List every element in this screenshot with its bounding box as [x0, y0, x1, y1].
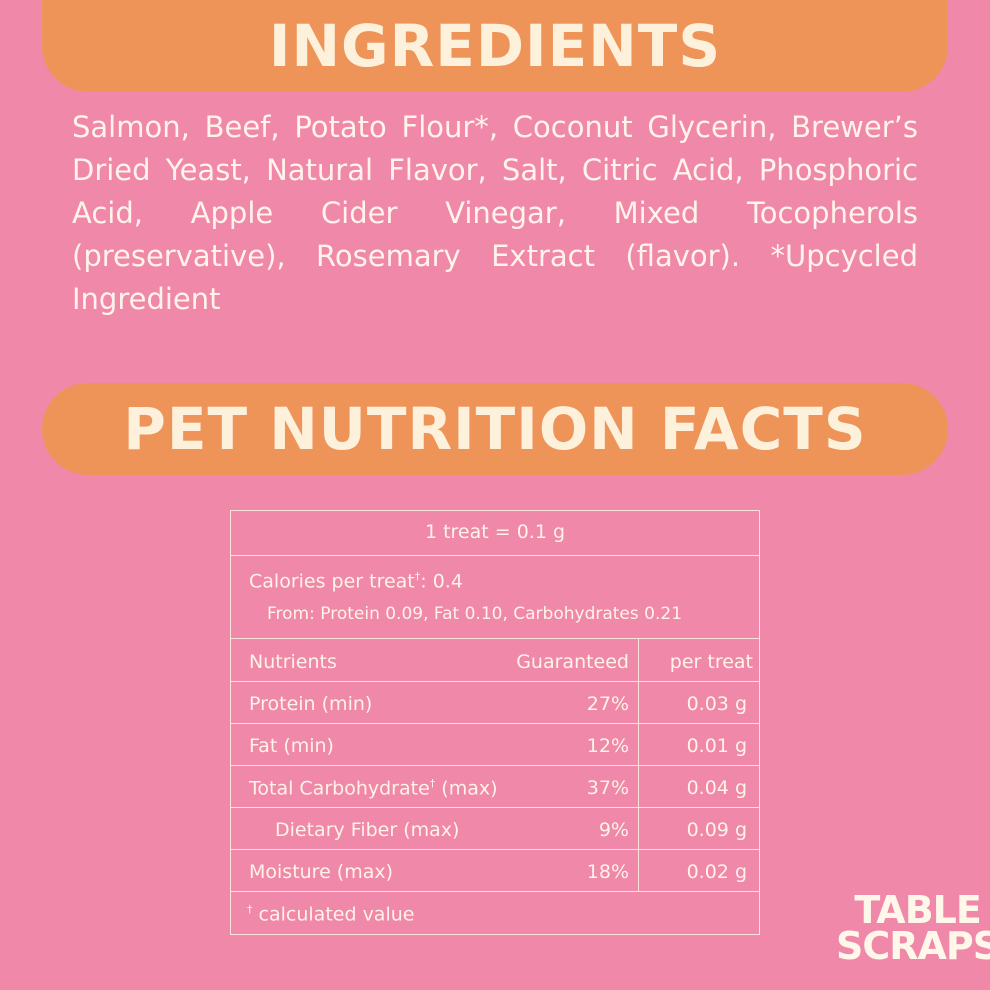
rule	[231, 638, 759, 639]
section-title: PET NUTRITION FACTS	[123, 395, 867, 463]
calories-from: From: Protein 0.09, Fat 0.10, Carbohydra…	[267, 604, 683, 624]
per-treat: 0.02 g	[686, 861, 747, 883]
nutrient-name: Total Carbohydrate† (max)	[249, 777, 498, 799]
per-treat: 0.03 g	[686, 693, 747, 715]
rule	[231, 849, 759, 850]
guaranteed: 37%	[586, 777, 629, 799]
name: Total Carbohydrate	[249, 777, 430, 800]
banner: INGREDIENTS	[42, 0, 948, 92]
rule	[231, 807, 759, 808]
rule	[231, 723, 759, 724]
name: Moisture (max)	[249, 861, 394, 883]
mark: †	[414, 570, 421, 583]
banner: PET NUTRITION FACTS	[42, 383, 948, 475]
logo: TABLE SCRAPS	[836, 888, 990, 968]
per-treat: 0.09 g	[686, 819, 747, 841]
header-cell: Nutrients	[249, 651, 337, 673]
nutrient-name: Protein (min)	[249, 693, 372, 715]
footnote: † calculated value	[247, 903, 414, 925]
per-treat: 0.04 g	[686, 777, 747, 799]
guaranteed: 9%	[598, 819, 629, 841]
suffix: (max)	[435, 777, 498, 800]
rule	[231, 555, 759, 556]
guaranteed: 18%	[586, 861, 629, 883]
nutrient-name: Moisture (max)	[249, 861, 393, 883]
nutrient-name: Dietary Fiber (max)	[275, 819, 459, 841]
logo-line: TABLE	[854, 888, 982, 932]
rule	[231, 765, 759, 766]
logo-line: SCRAPS	[836, 924, 990, 968]
serving: 1 treat = 0.1 g	[424, 521, 566, 543]
label: Calories per treat	[249, 570, 415, 593]
header-cell: per treat	[669, 651, 753, 673]
nutrition-table: 1 treat = 0.1 g Calories per treat†: 0.4…	[230, 510, 760, 935]
rule	[231, 681, 759, 682]
mark: †	[429, 777, 436, 790]
nutrient-name: Fat (min)	[249, 735, 334, 757]
name: Dietary Fiber (max)	[275, 819, 460, 841]
guaranteed: 12%	[586, 735, 629, 757]
text: calculated value	[258, 903, 415, 926]
name: Fat (min)	[249, 735, 334, 757]
guaranteed: 27%	[586, 693, 629, 715]
mark: †	[247, 903, 253, 916]
section-title: INGREDIENTS	[268, 12, 722, 80]
header-cell: Guaranteed	[516, 651, 629, 673]
value: : 0.4	[420, 570, 463, 593]
calories: Calories per treat†: 0.4	[249, 570, 463, 592]
column-rule	[638, 638, 639, 891]
ingredients-text: Salmon, Beef, Potato Flour*, Coconut Gly…	[72, 110, 918, 316]
per-treat: 0.01 g	[686, 735, 747, 757]
rule	[231, 891, 759, 892]
name: Protein (min)	[249, 693, 373, 715]
